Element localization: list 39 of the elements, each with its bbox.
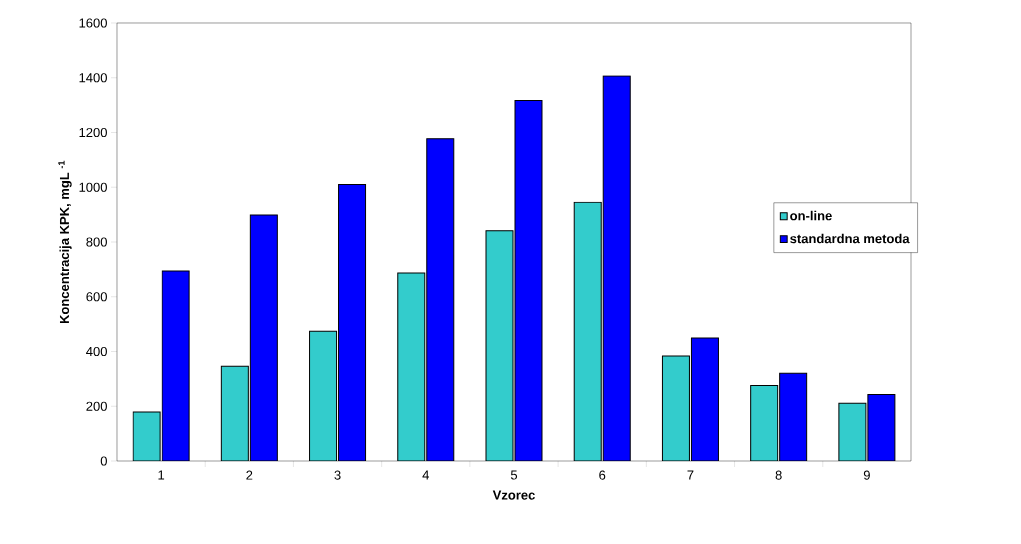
x-axis-title: Vzorec (492, 490, 535, 500)
bar (338, 184, 366, 461)
bar (397, 272, 425, 461)
bar (574, 202, 602, 461)
bar (867, 393, 896, 461)
bar (662, 355, 690, 461)
bar (750, 385, 778, 461)
bar (603, 76, 631, 461)
bar (309, 331, 337, 461)
x-tick-label: 1 (158, 470, 165, 480)
bar (426, 138, 454, 461)
y-axis-title: Koncentracija KPK, mgL $^{-1}$ (58, 160, 72, 324)
x-tick-label: 4 (422, 470, 430, 480)
bar (221, 366, 249, 461)
bar (486, 230, 513, 461)
x-tick-label: 7 (687, 470, 694, 480)
y-tick-label: 800 (86, 237, 107, 247)
bar (162, 271, 190, 461)
y-tick-label: 400 (86, 346, 107, 357)
y-tick-label: 600 (86, 292, 107, 302)
bar (838, 402, 867, 461)
x-tick-label: 5 (510, 470, 518, 480)
legend-label: standardna metoda (790, 233, 910, 244)
y-tick-label: 1600 (79, 18, 107, 28)
x-tick-label: 3 (334, 470, 341, 480)
bar (779, 373, 807, 461)
legend-label: on-line (790, 210, 832, 221)
bar (250, 214, 278, 461)
y-tick-label: 1400 (79, 73, 107, 83)
x-tick-label: 8 (775, 470, 782, 480)
x-tick-label: 6 (599, 470, 606, 480)
y-tick-label: 0 (100, 456, 107, 466)
y-tick-label: 200 (86, 401, 107, 411)
y-tick-label: 1200 (79, 127, 107, 138)
bar (691, 338, 719, 461)
x-tick-label: 9 (863, 470, 870, 480)
y-tick-label: 1000 (79, 182, 107, 192)
x-tick-label: 2 (246, 470, 253, 480)
bar (515, 100, 542, 461)
